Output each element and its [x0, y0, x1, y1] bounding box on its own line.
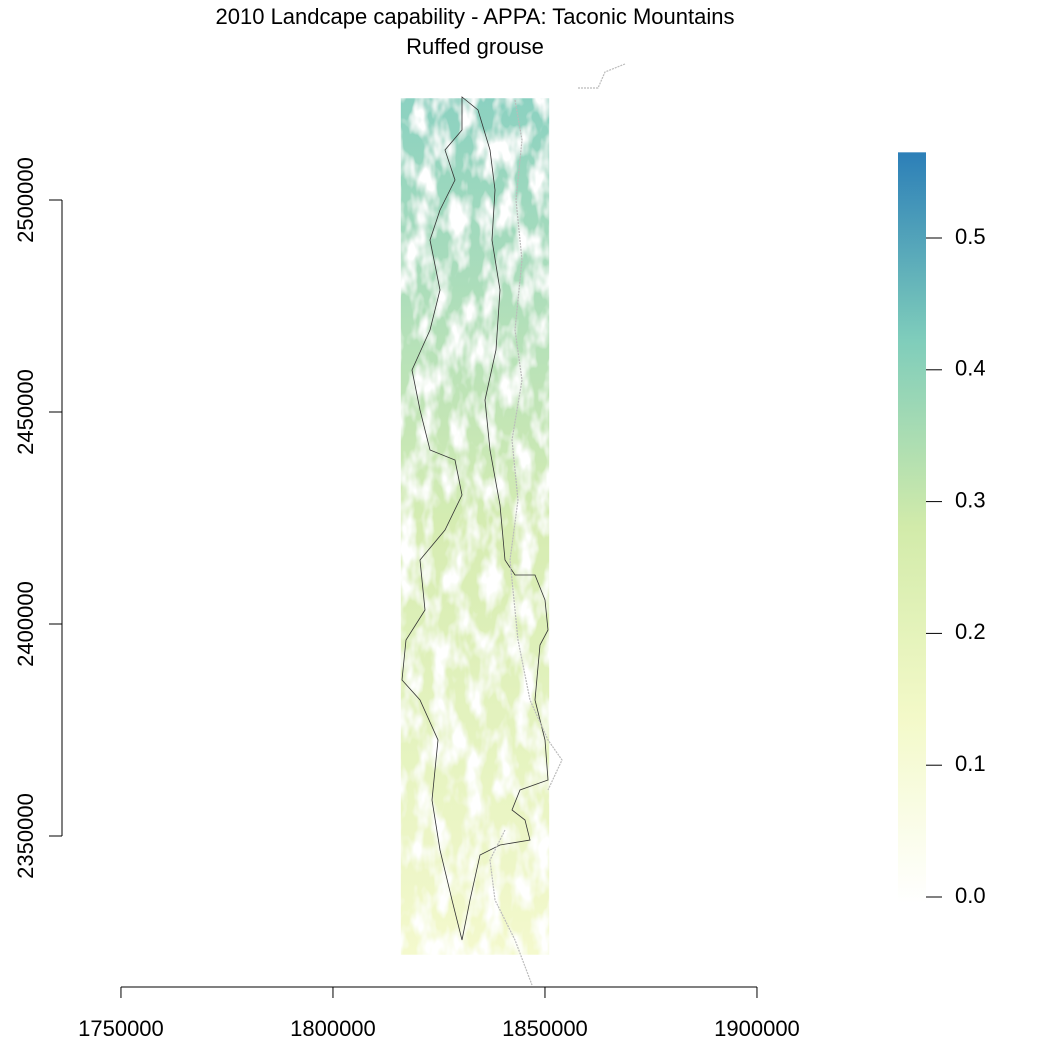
colorbar-tick-label: 0.2 [955, 619, 986, 644]
x-tick-label: 1850000 [502, 1016, 588, 1041]
colorbar-tick-label: 0.0 [955, 883, 986, 908]
x-tick-label: 1800000 [290, 1016, 376, 1041]
x-tick-label: 1750000 [78, 1016, 164, 1041]
colorbar-tick-label: 0.3 [955, 487, 986, 512]
y-tick-label: 2350000 [13, 793, 38, 879]
chart-title: 2010 Landcape capability - APPA: Taconic… [216, 4, 735, 29]
state-border [489, 63, 626, 986]
x-tick-label: 1900000 [714, 1016, 800, 1041]
y-tick-label: 2450000 [13, 369, 38, 455]
chart-subtitle: Ruffed grouse [406, 34, 544, 59]
y-tick-label: 2500000 [13, 157, 38, 243]
raster [400, 98, 550, 955]
colorbar-tick-label: 0.1 [955, 751, 986, 776]
boundary [401, 96, 549, 941]
y-tick-label: 2400000 [13, 581, 38, 667]
colorbar-tick-label: 0.4 [955, 356, 986, 381]
colorbar [898, 152, 926, 903]
colorbar-tick-label: 0.5 [955, 224, 986, 249]
